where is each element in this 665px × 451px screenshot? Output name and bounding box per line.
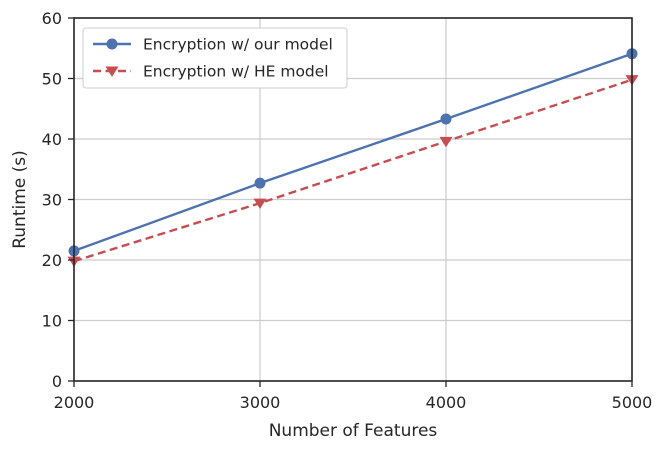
- legend-label: Encryption w/ HE model: [143, 63, 329, 81]
- series-line: [73, 52, 633, 253]
- x-tick-label: 2000: [54, 393, 95, 412]
- series-2: [67, 75, 639, 268]
- x-tick-label: 5000: [612, 393, 653, 412]
- data-point: [440, 113, 452, 125]
- legend-marker-swatch: [105, 66, 119, 77]
- ticks: 2000 3000 4000 5000 0 10 20 30 40 50 60: [42, 9, 653, 412]
- series-layer: [67, 48, 639, 268]
- x-tick-label: 4000: [426, 393, 467, 412]
- legend-entry: Encryption w/ HE model: [93, 63, 329, 81]
- x-tick-label: 3000: [240, 393, 281, 412]
- legend: Encryption w/ our model Encryption w/ HE …: [82, 27, 348, 89]
- y-tick-label: 10: [42, 312, 62, 331]
- legend-marker-swatch: [106, 38, 118, 50]
- data-point: [254, 177, 266, 189]
- series-1: [68, 48, 638, 257]
- y-tick-label: 30: [42, 191, 62, 210]
- legend-entry: Encryption w/ our model: [93, 36, 333, 54]
- y-tick-label: 20: [42, 251, 62, 270]
- data-point: [253, 198, 267, 209]
- legend-label: Encryption w/ our model: [143, 36, 333, 54]
- y-tick-label: 60: [42, 9, 62, 28]
- y-tick-label: 40: [42, 130, 62, 149]
- y-tick-label: 50: [42, 70, 62, 89]
- legend-box: [82, 27, 348, 89]
- data-point: [439, 136, 453, 148]
- y-axis-label: Runtime (s): [10, 150, 30, 249]
- series-line: [73, 78, 633, 263]
- y-tick-label: 0: [52, 372, 62, 391]
- x-axis-label: Number of Features: [269, 421, 438, 441]
